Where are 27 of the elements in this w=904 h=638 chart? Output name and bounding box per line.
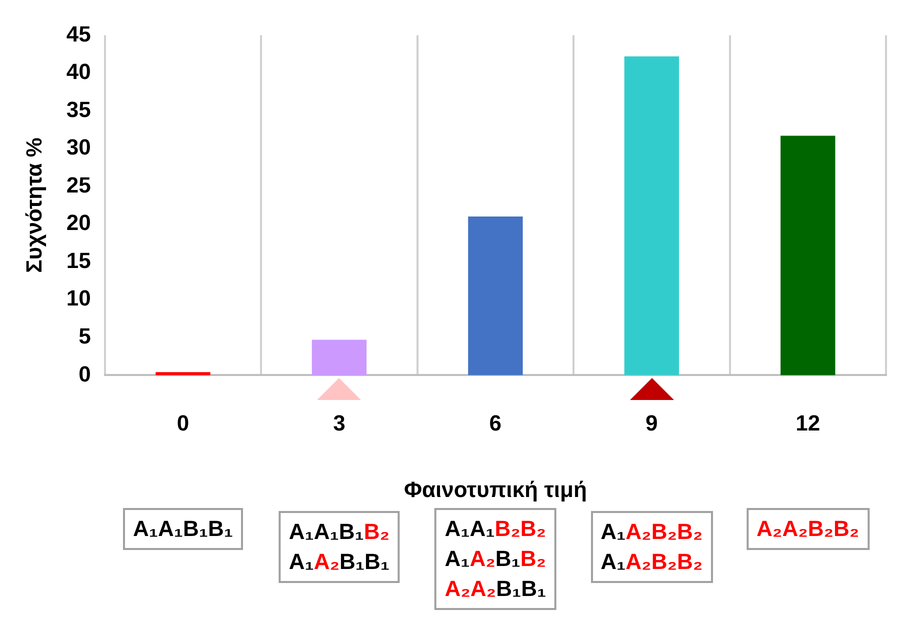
bar	[780, 136, 836, 376]
bar	[468, 216, 523, 376]
x-tick-label: 3	[333, 410, 346, 436]
y-axis-title: Συχνότητα %	[21, 137, 46, 273]
bar	[312, 340, 367, 376]
x-tick-label: 6	[489, 410, 502, 436]
y-tick-label: 25	[66, 172, 91, 198]
y-tick-label: 30	[66, 134, 91, 160]
x-tick-label: 12	[796, 410, 820, 436]
y-tick-label: 45	[66, 21, 91, 46]
y-tick-label: 0	[78, 361, 91, 386]
x-tick-label: 0	[176, 410, 190, 436]
text: A₁A₁B₂B₂ A₁A₂B₁B₂ A₂A₂B₁B₁	[444, 516, 546, 601]
text: A₁A₁B₁B₁	[132, 516, 233, 541]
x-tick-label: 9	[646, 410, 658, 436]
bar	[156, 372, 210, 376]
y-tick-label: 10	[66, 286, 91, 311]
y-tick-label: 15	[66, 248, 91, 273]
y-tick-label: 20	[66, 210, 91, 236]
text: A₂A₂B₂B₂	[756, 516, 860, 541]
y-tick-label: 40	[66, 59, 91, 84]
y-tick-label: 35	[66, 96, 91, 122]
x-axis-title: Φαινοτυπική τιμή	[404, 476, 587, 502]
y-tick-label: 5	[78, 323, 91, 348]
bar	[624, 56, 679, 376]
text: A₁A₂B₂B₂ A₁A₂B₂B₂	[600, 519, 703, 574]
text: A₁A₁B₁B₂ A₁A₂B₁B₁	[288, 519, 390, 574]
